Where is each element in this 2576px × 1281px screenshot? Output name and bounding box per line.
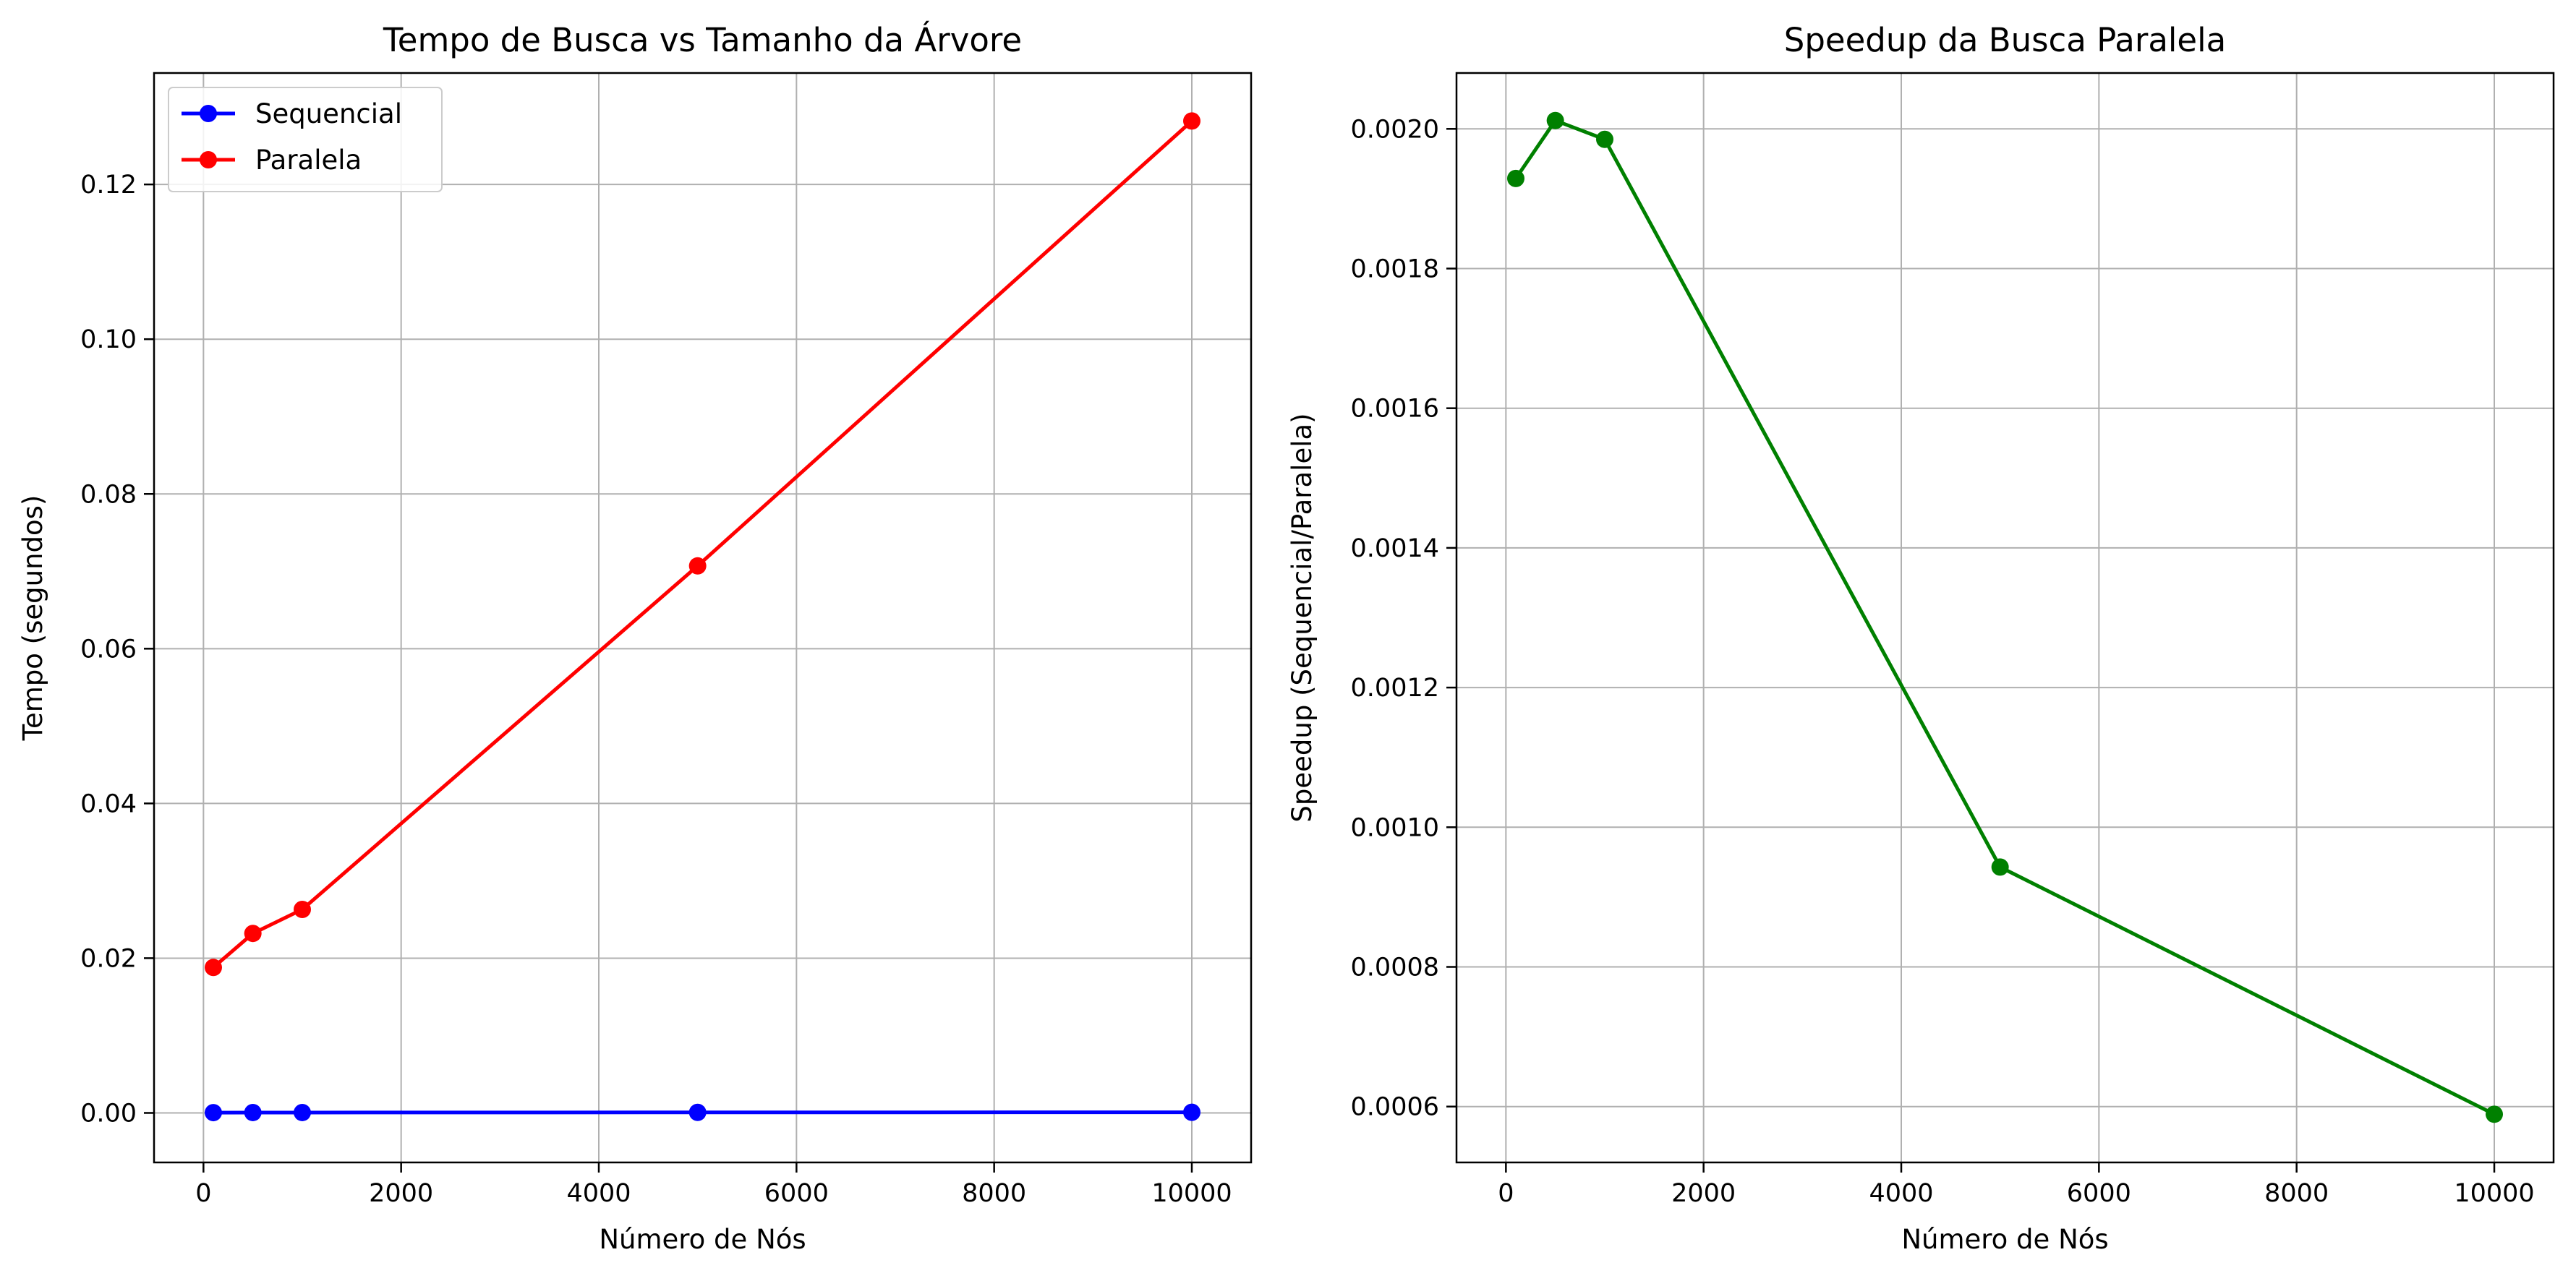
y-tick-label: 0.0006 xyxy=(1351,1093,1439,1122)
y-tick-label: 0.0010 xyxy=(1351,813,1439,842)
x-axis-label: Número de Nós xyxy=(1901,1224,2108,1255)
y-tick-label: 0.04 xyxy=(80,789,137,818)
chart-title: Speedup da Busca Paralela xyxy=(1784,21,2226,59)
legend-swatch-marker xyxy=(200,151,217,168)
data-point xyxy=(244,1104,262,1121)
y-tick-label: 0.0012 xyxy=(1351,674,1439,703)
x-tick-label: 0 xyxy=(1498,1179,1514,1208)
y-tick-label: 0.0014 xyxy=(1351,534,1439,563)
data-point xyxy=(294,901,311,918)
data-point xyxy=(1183,1104,1200,1121)
legend-label: Paralela xyxy=(255,145,362,176)
x-tick-label: 10000 xyxy=(1151,1179,1232,1208)
data-point xyxy=(2486,1105,2503,1123)
y-tick-label: 0.0008 xyxy=(1351,954,1439,982)
legend-label: Sequencial xyxy=(255,98,402,129)
x-axis-label: Número de Nós xyxy=(599,1224,806,1255)
y-tick-label: 0.10 xyxy=(80,325,137,354)
data-point xyxy=(1547,112,1564,129)
y-tick-label: 0.12 xyxy=(80,171,137,200)
x-tick-label: 6000 xyxy=(2067,1179,2131,1208)
x-tick-label: 10000 xyxy=(2454,1179,2534,1208)
x-tick-label: 4000 xyxy=(1869,1179,1933,1208)
legend: Sequencial Paralela xyxy=(169,87,442,192)
y-tick-label: 0.00 xyxy=(80,1100,137,1128)
x-tick-label: 0 xyxy=(195,1179,211,1208)
data-point xyxy=(1992,858,2009,875)
legend-swatch-marker xyxy=(200,105,217,122)
y-tick-label: 0.0020 xyxy=(1351,115,1439,144)
data-point xyxy=(689,1104,707,1121)
data-point xyxy=(1183,112,1200,129)
y-tick-label: 0.06 xyxy=(80,635,137,664)
x-tick-label: 2000 xyxy=(1671,1179,1736,1208)
y-tick-label: 0.02 xyxy=(80,944,137,973)
x-tick-label: 2000 xyxy=(369,1179,433,1208)
data-point xyxy=(1596,131,1613,148)
y-axis-label: Speedup (Sequencial/Paralela) xyxy=(1287,413,1318,822)
x-tick-label: 6000 xyxy=(764,1179,829,1208)
x-tick-label: 8000 xyxy=(2264,1179,2329,1208)
data-point xyxy=(689,557,707,575)
data-point xyxy=(205,1104,222,1121)
y-tick-label: 0.0018 xyxy=(1351,254,1439,283)
y-tick-label: 0.08 xyxy=(80,480,137,509)
x-tick-label: 4000 xyxy=(566,1179,631,1208)
x-tick-label: 8000 xyxy=(962,1179,1026,1208)
y-tick-label: 0.0016 xyxy=(1351,395,1439,424)
data-point xyxy=(1507,170,1524,187)
data-point xyxy=(205,959,222,976)
data-point xyxy=(294,1104,311,1121)
y-axis-label: Tempo (segundos) xyxy=(17,495,48,742)
chart-title: Tempo de Busca vs Tamanho da Árvore xyxy=(383,21,1022,59)
data-point xyxy=(244,925,262,942)
